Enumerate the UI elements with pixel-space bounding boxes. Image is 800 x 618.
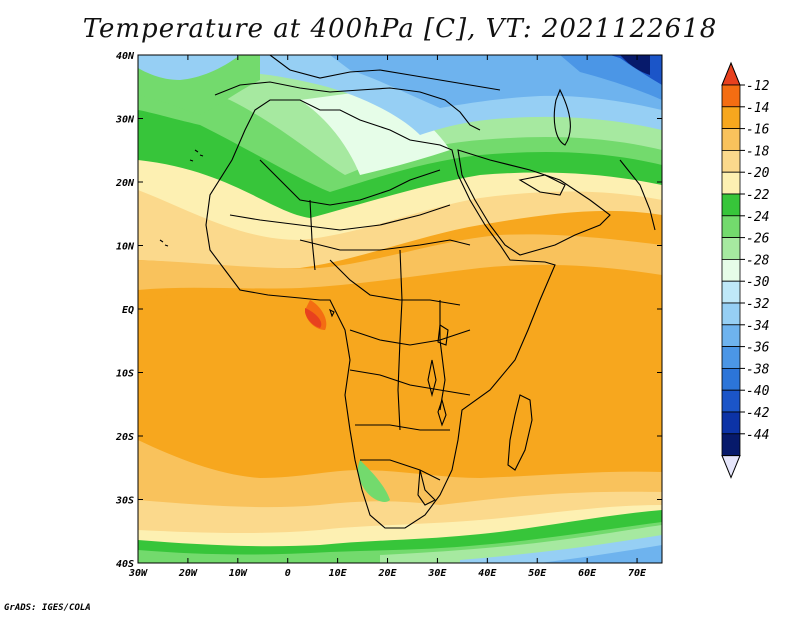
longitude-axis: 30W 20W 10W 0 10E 20E 30E 40E 50E 60E 70E bbox=[128, 55, 647, 579]
colorbar-swatch bbox=[721, 280, 741, 304]
lat-tick-label: 40N bbox=[116, 51, 135, 62]
colorbar-label: -18 bbox=[746, 144, 770, 159]
colorbar-label: -30 bbox=[746, 275, 770, 290]
colorbar-swatch bbox=[721, 237, 741, 260]
lon-tick-label: 50E bbox=[528, 568, 547, 579]
colorbar-label: -14 bbox=[746, 101, 769, 116]
colorbar-label: -42 bbox=[746, 406, 770, 421]
lat-tick-label: 30N bbox=[115, 115, 135, 126]
colorbar: -12 -14 -16 -18 -20 -22 -24 -26 -28 -30 -32 -34 -36 -… bbox=[721, 61, 770, 479]
colorbar-label: -22 bbox=[746, 188, 770, 203]
colorbar-label: -38 bbox=[746, 362, 770, 377]
colorbar-swatch bbox=[721, 411, 741, 435]
colorbar-swatch bbox=[721, 84, 741, 108]
temperature-field bbox=[138, 55, 662, 563]
lon-tick-label: 20W bbox=[178, 568, 198, 579]
colorbar-bottom-arrow bbox=[721, 455, 741, 479]
colorbar-swatch bbox=[721, 149, 741, 173]
colorbar-label: -32 bbox=[746, 297, 770, 312]
lon-tick-label: 0 bbox=[285, 568, 291, 579]
lat-tick-label: 20N bbox=[115, 178, 135, 189]
colorbar-label: -24 bbox=[746, 210, 769, 225]
colorbar-label: -34 bbox=[746, 319, 769, 334]
lat-tick-label: EQ bbox=[122, 305, 134, 316]
colorbar-swatch bbox=[721, 433, 741, 456]
lat-tick-label: 10S bbox=[116, 369, 134, 380]
colorbar-swatch bbox=[721, 258, 741, 282]
colorbar-swatch bbox=[721, 346, 741, 369]
lat-tick-label: 30S bbox=[115, 496, 134, 507]
lon-tick-label: 60E bbox=[578, 568, 597, 579]
lon-tick-label: 70E bbox=[628, 568, 647, 579]
lon-tick-label: 20E bbox=[377, 568, 397, 579]
lon-tick-label: 10E bbox=[329, 568, 348, 579]
colorbar-swatch bbox=[721, 367, 741, 391]
colorbar-swatch bbox=[721, 302, 741, 326]
colorbar-label: -40 bbox=[746, 384, 770, 399]
lat-tick-label: 10N bbox=[116, 242, 135, 253]
colorbar-swatch bbox=[721, 106, 741, 130]
lon-tick-label: 10W bbox=[229, 568, 248, 579]
coastline-layer bbox=[159, 55, 656, 529]
colorbar-label: -16 bbox=[746, 123, 770, 138]
credit-text: GrADS: IGES/COLA bbox=[4, 603, 91, 613]
lon-tick-label: 40E bbox=[478, 568, 497, 579]
colorbar-label: -20 bbox=[746, 166, 770, 181]
colorbar-swatch bbox=[721, 171, 741, 195]
chart-title: Temperature at 400hPa [C], VT: 202112261… bbox=[82, 14, 718, 44]
lon-tick-label: 30E bbox=[427, 568, 447, 579]
lon-tick-label: 30W bbox=[128, 568, 148, 579]
latitude-axis: 40N 30N 20N 10N EQ 10S 20S 30S 40S bbox=[115, 51, 662, 570]
colorbar-label: -28 bbox=[746, 253, 770, 268]
lat-tick-label: 20S bbox=[115, 432, 134, 443]
lat-tick-label: 40S bbox=[116, 559, 134, 570]
colorbar-swatch bbox=[721, 389, 741, 413]
colorbar-swatch bbox=[721, 193, 741, 217]
colorbar-swatch bbox=[721, 324, 741, 347]
colorbar-label: -44 bbox=[746, 428, 769, 443]
colorbar-label: -36 bbox=[746, 341, 770, 356]
colorbar-swatch bbox=[721, 128, 741, 151]
colorbar-swatch bbox=[721, 215, 741, 239]
colorbar-label: -12 bbox=[746, 79, 770, 94]
colorbar-label: -26 bbox=[746, 232, 770, 247]
colorbar-top-arrow bbox=[721, 61, 741, 86]
